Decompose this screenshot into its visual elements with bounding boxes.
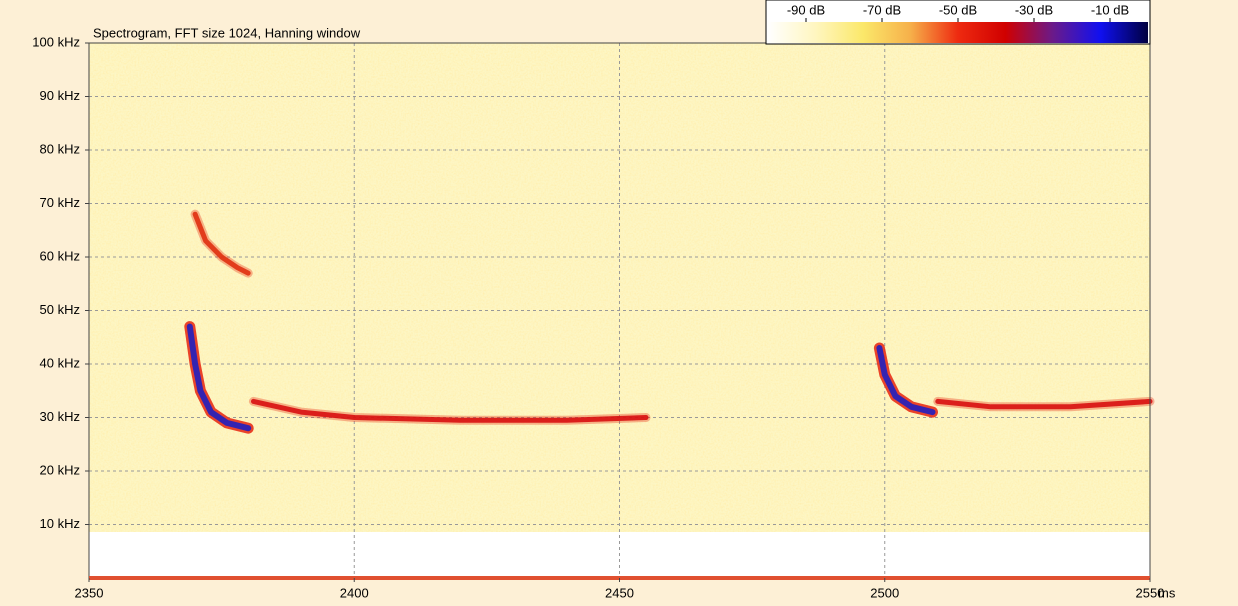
- chart-title: Spectrogram, FFT size 1024, Hanning wind…: [93, 25, 361, 40]
- colorbar-tick-label: -30 dB: [1015, 2, 1053, 17]
- x-tick-label: 2500: [870, 585, 899, 600]
- y-tick-label: 70 kHz: [40, 195, 80, 210]
- x-axis-unit: ms: [1158, 585, 1176, 600]
- x-tick-label: 2550: [1136, 585, 1165, 600]
- y-tick-label: 90 kHz: [40, 88, 80, 103]
- y-tick-label: 10 kHz: [40, 516, 80, 531]
- x-tick-label: 2450: [605, 585, 634, 600]
- colorbar-tick-label: -90 dB: [787, 2, 825, 17]
- x-tick-label: 2400: [340, 585, 369, 600]
- y-tick-label: 50 kHz: [40, 302, 80, 317]
- y-tick-label: 100 kHz: [32, 34, 80, 49]
- call-contour: [876, 345, 936, 416]
- y-tick-label: 80 kHz: [40, 141, 80, 156]
- x-tick-label: 2350: [75, 585, 104, 600]
- call-contour: [935, 398, 1153, 410]
- colorbar-tick-label: -50 dB: [939, 2, 977, 17]
- call-contour: [251, 398, 649, 423]
- colorbar-tick-label: -70 dB: [863, 2, 901, 17]
- y-tick-label: 20 kHz: [40, 462, 80, 477]
- y-tick-label: 40 kHz: [40, 355, 80, 370]
- y-tick-label: 60 kHz: [40, 248, 80, 263]
- colorbar-tick-label: -10 dB: [1091, 2, 1129, 17]
- y-tick-label: 30 kHz: [40, 409, 80, 424]
- colorbar: [768, 22, 1148, 43]
- call-contour: [186, 323, 252, 432]
- call-contour: [192, 211, 251, 276]
